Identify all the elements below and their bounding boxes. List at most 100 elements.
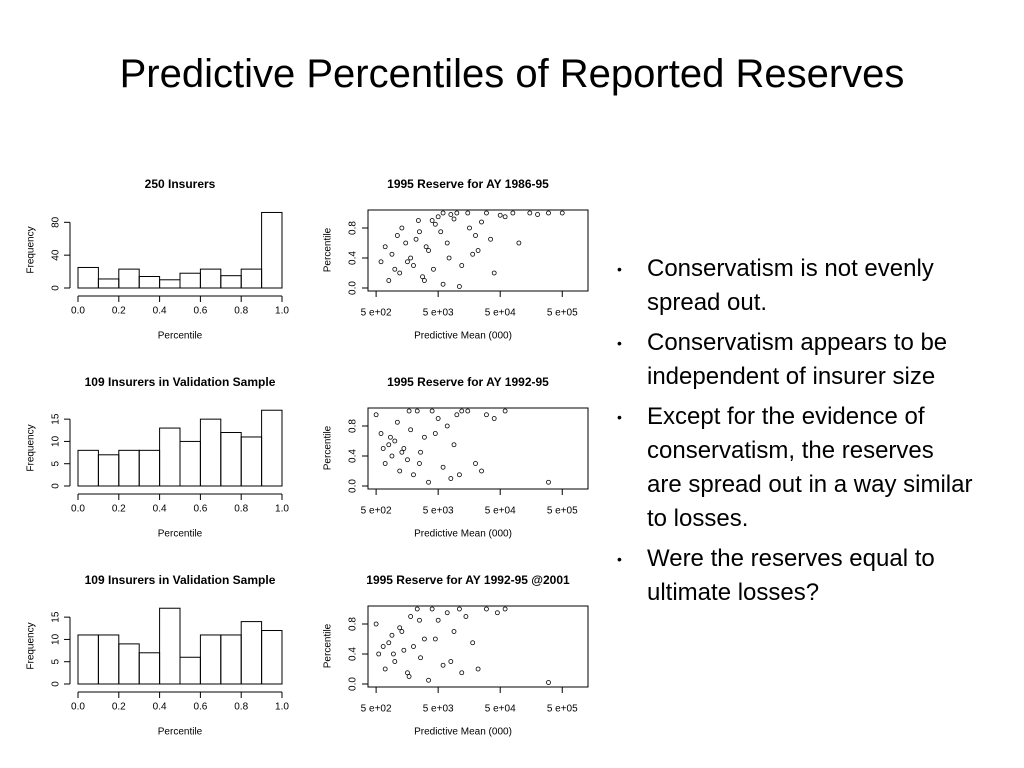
point: [408, 614, 414, 619]
point: [502, 214, 508, 220]
point: [488, 236, 493, 242]
chart-title: 250 Insurers: [145, 177, 216, 191]
plot-box: [367, 209, 589, 292]
y-tick-label: 0.0: [348, 281, 359, 295]
bar: [97, 454, 120, 487]
bullet: Except for the evidence of conservatism,…: [615, 400, 975, 536]
point: [388, 434, 393, 440]
point: [386, 442, 392, 448]
point: [405, 259, 410, 265]
bar: [220, 634, 242, 685]
bullet-list: Conservatism is not evenly spread out. C…: [615, 252, 975, 616]
point: [448, 476, 454, 481]
point: [446, 255, 452, 261]
point: [432, 431, 438, 436]
point: [491, 416, 497, 421]
point: [406, 674, 412, 679]
bar: [138, 449, 161, 487]
y-tick-label: 10: [51, 435, 62, 447]
y-tick-label: 0: [51, 483, 62, 489]
y-tick-label: 0.4: [348, 647, 359, 661]
point: [527, 210, 533, 216]
charts: 250 Insurers 0 40 80 0.0 0.2 0.4 0.6 0.8 1.0 Perce…: [26, 177, 589, 738]
point: [392, 438, 398, 444]
x-tick-label: 5 e+05: [547, 506, 578, 517]
point: [397, 270, 403, 276]
bar: [179, 272, 201, 289]
point: [465, 210, 471, 216]
x-tick-label: 1.0: [275, 504, 289, 515]
point: [444, 240, 450, 246]
point: [429, 218, 435, 223]
point: [454, 210, 460, 216]
bullet: Conservatism appears to be independent o…: [615, 326, 975, 394]
point: [484, 606, 489, 612]
y-tick-label: 0: [51, 285, 62, 291]
point: [415, 218, 421, 223]
point: [444, 423, 450, 429]
point: [380, 644, 386, 649]
bar: [261, 630, 283, 685]
point: [391, 651, 396, 657]
point: [475, 248, 481, 253]
y-tick-label: 0.4: [348, 251, 359, 265]
point: [426, 479, 431, 485]
bar: [77, 266, 99, 289]
point: [376, 651, 382, 657]
point: [401, 446, 407, 451]
bar: [240, 268, 263, 289]
chart-title: 1995 Reserve for AY 1992-95: [387, 375, 549, 389]
point: [382, 244, 388, 250]
bar: [97, 634, 120, 685]
point: [451, 442, 457, 448]
x-tick-label: 0.4: [153, 306, 167, 317]
point: [403, 240, 409, 246]
x-axis-label: Percentile: [158, 727, 203, 738]
x-tick-label: 0.8: [234, 702, 248, 713]
point: [423, 244, 429, 250]
point: [417, 229, 422, 235]
point: [426, 677, 431, 683]
point: [475, 666, 481, 672]
point: [426, 248, 431, 253]
bar: [240, 436, 263, 487]
bar: [220, 275, 242, 289]
point: [494, 610, 500, 616]
x-tick-label: 5 e+04: [485, 704, 516, 715]
point: [454, 412, 460, 418]
point: [392, 266, 398, 272]
x-tick-label: 0.0: [71, 504, 85, 515]
point: [435, 416, 441, 421]
x-axis-label: Predictive Mean (000): [414, 529, 512, 540]
bar: [77, 449, 99, 487]
point: [491, 270, 497, 276]
bar: [261, 409, 283, 487]
x-axis-label: Percentile: [158, 331, 203, 342]
x-tick-label: 1.0: [275, 306, 289, 317]
point: [465, 408, 471, 414]
x-tick-label: 5 e+02: [361, 704, 392, 715]
point: [484, 210, 489, 216]
point: [435, 617, 441, 623]
y-tick-label: 10: [51, 633, 62, 645]
point: [479, 219, 484, 225]
x-tick-label: 0.2: [112, 306, 126, 317]
point: [448, 212, 454, 217]
point: [535, 212, 540, 217]
point: [429, 606, 435, 612]
point: [502, 606, 508, 612]
point: [429, 408, 435, 414]
x-tick-label: 5 e+05: [547, 704, 578, 715]
bullet: Conservatism is not evenly spread out.: [615, 252, 975, 320]
point: [389, 453, 395, 459]
point: [392, 659, 398, 664]
point: [502, 408, 508, 414]
point: [421, 636, 427, 642]
bar: [159, 427, 181, 487]
point: [457, 606, 462, 612]
point: [397, 468, 403, 474]
point: [440, 210, 446, 216]
point: [418, 449, 423, 455]
point: [378, 431, 384, 436]
x-tick-label: 5 e+02: [361, 506, 392, 517]
